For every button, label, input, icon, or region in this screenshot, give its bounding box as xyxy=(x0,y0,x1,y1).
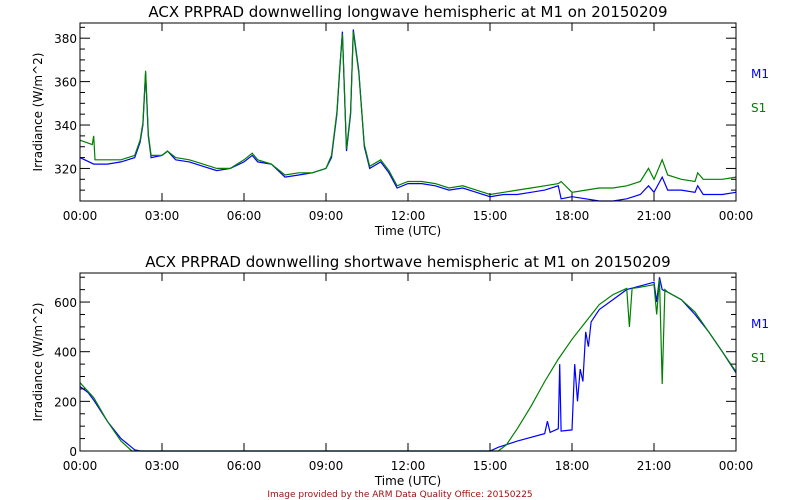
x-tick-label: 18:00 xyxy=(555,209,590,223)
y-tick-label: 380 xyxy=(54,32,77,46)
y-tick-label: 340 xyxy=(54,119,77,133)
legend-m1: M1 xyxy=(751,67,769,81)
chart-title: ACX PRPRAD downwelling longwave hemisphe… xyxy=(148,3,667,21)
y-tick-label: 200 xyxy=(54,395,77,409)
y-axis-label: Irradiance (W/m^2) xyxy=(31,303,45,422)
x-tick-label: 00:00 xyxy=(63,459,98,473)
series-line-s1 xyxy=(79,279,737,452)
x-tick-label: 03:00 xyxy=(145,459,180,473)
plot-frame xyxy=(79,22,737,202)
series-line-m1 xyxy=(79,29,737,202)
credit-text: Image provided by the ARM Data Quality O… xyxy=(267,490,532,500)
legend-s1: S1 xyxy=(751,351,766,365)
y-tick-label: 360 xyxy=(54,76,77,90)
plot-frame xyxy=(79,272,737,452)
x-axis-label: Time (UTC) xyxy=(374,474,441,488)
x-tick-label: 12:00 xyxy=(391,459,426,473)
x-tick-label: 00:00 xyxy=(719,459,754,473)
series-line-s1 xyxy=(79,31,737,196)
x-tick-label: 06:00 xyxy=(227,209,262,223)
x-tick-label: 00:00 xyxy=(719,209,754,223)
legend-s1: S1 xyxy=(751,101,766,115)
x-tick-label: 09:00 xyxy=(309,459,344,473)
y-tick-label: 600 xyxy=(54,296,77,310)
chart-title: ACX PRPRAD downwelling shortwave hemisph… xyxy=(145,253,670,271)
y-tick-label: 400 xyxy=(54,346,77,360)
x-tick-label: 00:00 xyxy=(63,209,98,223)
x-tick-label: 15:00 xyxy=(473,209,508,223)
x-tick-label: 12:00 xyxy=(391,209,426,223)
x-tick-label: 21:00 xyxy=(637,209,672,223)
y-axis-label: Irradiance (W/m^2) xyxy=(31,53,45,172)
x-tick-label: 15:00 xyxy=(473,459,508,473)
y-tick-label: 0 xyxy=(69,445,77,459)
legend-m1: M1 xyxy=(751,317,769,331)
x-axis-label: Time (UTC) xyxy=(374,224,441,238)
x-tick-label: 03:00 xyxy=(145,209,180,223)
longwave-panel: ACX PRPRAD downwelling longwave hemisphe… xyxy=(31,3,769,238)
x-tick-label: 09:00 xyxy=(309,209,344,223)
x-tick-label: 06:00 xyxy=(227,459,262,473)
x-tick-label: 21:00 xyxy=(637,459,672,473)
y-tick-label: 320 xyxy=(54,162,77,176)
series-line-m1 xyxy=(79,277,737,452)
x-tick-label: 18:00 xyxy=(555,459,590,473)
shortwave-panel: ACX PRPRAD downwelling shortwave hemisph… xyxy=(31,253,769,488)
